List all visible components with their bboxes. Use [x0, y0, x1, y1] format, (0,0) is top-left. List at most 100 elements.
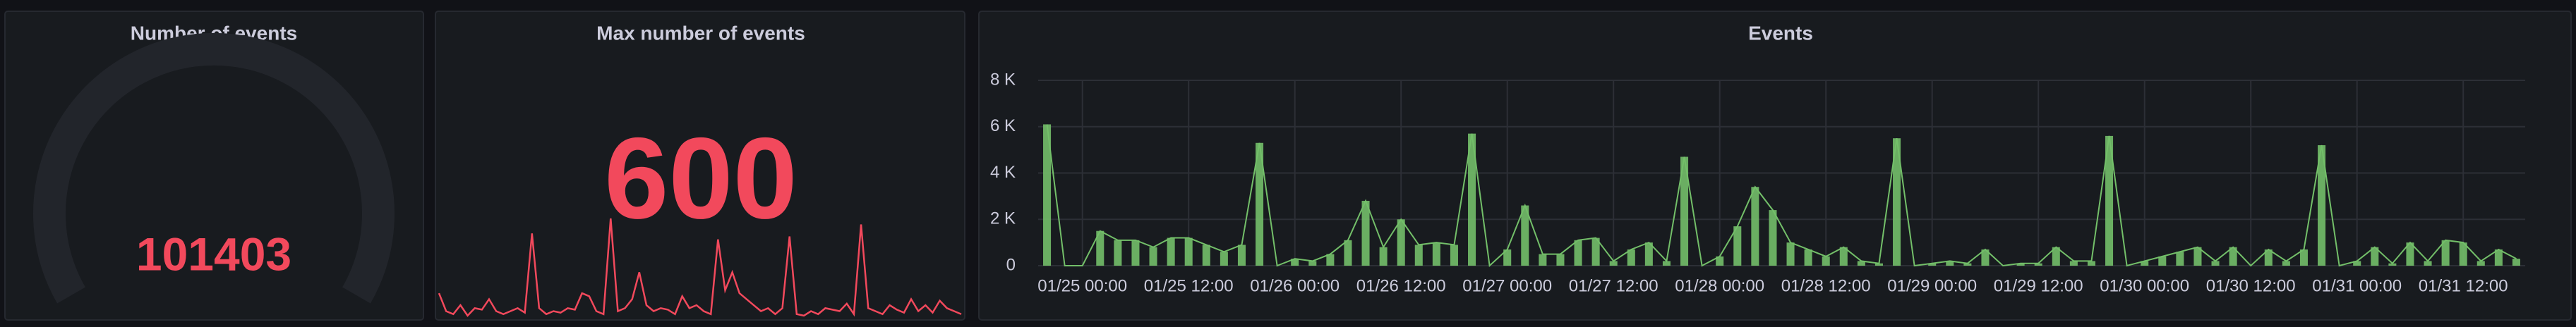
y-tick-label: 8 K	[990, 70, 1016, 89]
x-tick-label: 01/26 00:00	[1250, 276, 1340, 295]
bar	[1149, 247, 1157, 266]
bar	[1414, 245, 1423, 266]
bar	[1184, 237, 1193, 266]
x-tick-label: 01/30 12:00	[2206, 276, 2296, 295]
bar	[2441, 240, 2450, 266]
bar	[1946, 261, 1954, 266]
y-tick-label: 2 K	[990, 209, 1016, 228]
bar	[1043, 124, 1052, 266]
x-tick-label: 01/30 00:00	[2100, 276, 2189, 295]
bar	[1786, 242, 1795, 266]
y-tick-label: 6 K	[990, 116, 1016, 135]
bar	[1874, 263, 1883, 266]
panel	[978, 11, 2572, 321]
bar	[2193, 247, 2202, 266]
panel-title: Max number of events	[596, 22, 805, 44]
bar	[1450, 245, 1458, 266]
x-tick-label: 01/31 00:00	[2312, 276, 2402, 295]
x-tick-label: 01/29 12:00	[1994, 276, 2083, 295]
x-tick-label: 01/27 00:00	[1462, 276, 1552, 295]
bar	[1096, 230, 1105, 266]
bar	[2105, 135, 2114, 266]
bar	[2052, 247, 2060, 266]
bar	[1397, 219, 1405, 266]
bar	[2424, 261, 2432, 266]
bar	[2282, 261, 2290, 266]
bar	[2264, 249, 2273, 266]
bar	[1468, 133, 1476, 266]
bar	[1202, 245, 1210, 266]
bar	[2158, 256, 2167, 266]
bar	[1237, 245, 1246, 266]
bar	[2318, 145, 2326, 266]
bar	[1432, 242, 1440, 266]
bar	[1114, 240, 1122, 266]
bar	[1769, 210, 1777, 266]
bar	[1256, 142, 1264, 266]
bar	[2476, 261, 2485, 266]
bar	[1344, 240, 1352, 266]
bar	[1379, 247, 1388, 266]
bar	[2299, 249, 2308, 266]
bar	[1167, 237, 1175, 266]
bar	[1308, 261, 1317, 266]
bar	[1981, 249, 1990, 266]
bar	[2406, 242, 2414, 266]
bar	[1361, 200, 1370, 266]
y-tick-label: 4 K	[990, 163, 1016, 182]
panel	[435, 11, 965, 321]
bar	[1804, 249, 1812, 266]
bar	[2371, 247, 2379, 266]
bar	[1822, 256, 1830, 266]
bar	[2176, 252, 2184, 266]
bar	[1928, 263, 1937, 266]
bar	[1716, 256, 1724, 266]
bar	[1963, 263, 1972, 266]
bar	[1326, 254, 1335, 266]
bar	[1662, 261, 1671, 266]
x-tick-label: 01/31 12:00	[2419, 276, 2508, 295]
x-tick-label: 01/26 12:00	[1356, 276, 1446, 295]
bar	[1503, 249, 1512, 266]
gauge-track	[33, 32, 395, 304]
bar	[1839, 247, 1848, 266]
bar	[2512, 259, 2520, 266]
x-tick-label: 01/27 12:00	[1569, 276, 1659, 295]
bar	[2211, 261, 2220, 266]
bar	[2034, 263, 2042, 266]
bar	[1574, 240, 1582, 266]
panel-title: Events	[1748, 22, 1813, 44]
bar	[1627, 249, 1635, 266]
series-line	[1046, 124, 2517, 268]
bar	[1556, 254, 1565, 266]
bar	[1751, 187, 1759, 266]
bar	[2069, 261, 2078, 266]
bar	[1893, 138, 1901, 266]
bar	[1291, 259, 1299, 266]
bar	[1680, 156, 1689, 266]
x-tick-label: 01/28 00:00	[1675, 276, 1764, 295]
bar	[2459, 242, 2467, 266]
bar	[1591, 237, 1600, 266]
x-tick-label: 01/28 12:00	[1781, 276, 1871, 295]
bar	[1857, 261, 1865, 266]
bar	[2229, 247, 2237, 266]
bar	[1539, 254, 1547, 266]
gauge-value: 101403	[136, 228, 291, 280]
bar	[1609, 261, 1618, 266]
y-tick-label: 0	[1006, 255, 1016, 274]
bar	[2353, 261, 2361, 266]
bar	[1131, 240, 1140, 266]
sparkline	[438, 218, 962, 317]
bar	[2016, 263, 2025, 266]
bar	[2141, 261, 2149, 266]
bar	[1521, 205, 1529, 266]
x-tick-label: 01/29 00:00	[1887, 276, 1977, 295]
x-tick-label: 01/25 12:00	[1144, 276, 1234, 295]
bar	[2388, 263, 2397, 266]
stat-value: 600	[604, 113, 798, 242]
bar	[1220, 252, 1228, 266]
x-tick-label: 01/25 00:00	[1037, 276, 1127, 295]
